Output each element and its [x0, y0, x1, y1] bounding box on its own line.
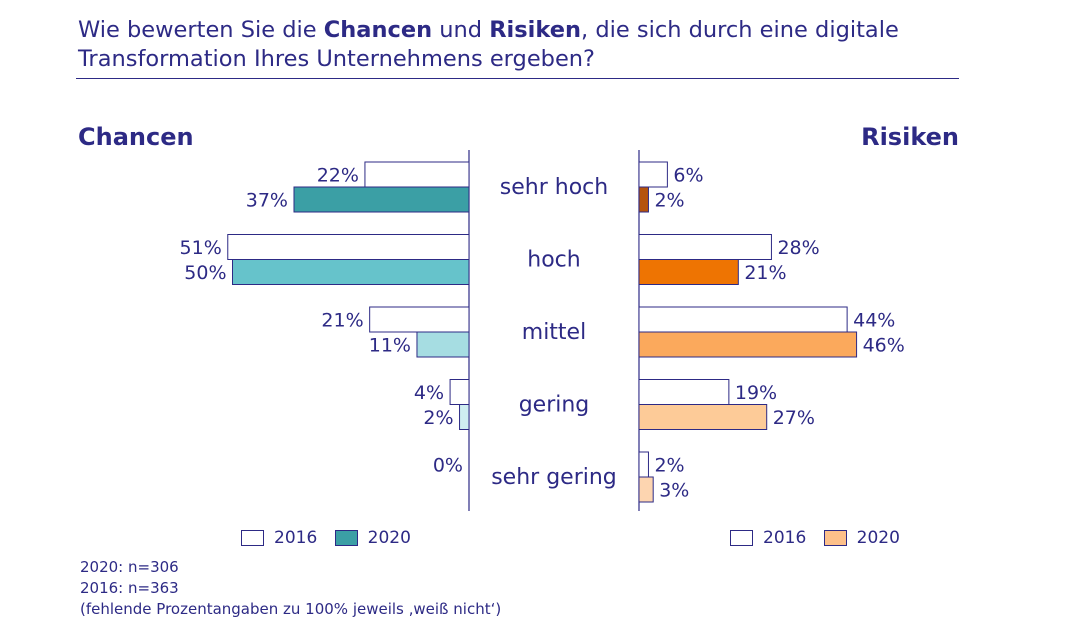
- title-bold-chancen: Chancen: [323, 17, 433, 43]
- legend-swatch-chancen-2016: [241, 530, 264, 546]
- legend-swatch-chancen-2020: [334, 530, 358, 546]
- footnote-n-2020: 2020: n=306: [80, 558, 179, 576]
- value-label-risiken-2020-sehr-gering: 3%: [659, 480, 689, 502]
- legend-item-risiken-2016: 2016: [730, 528, 806, 548]
- legend-label-chancen-2016: 2016: [274, 528, 318, 548]
- bar-chancen-2020-mittel: [416, 331, 470, 358]
- title-bold-risiken: Risiken: [489, 17, 582, 43]
- bar-chancen-2020-gering: [459, 404, 470, 430]
- value-label-chancen-2016-hoch: 51%: [180, 237, 222, 259]
- bar-risiken-2020-hoch: [638, 259, 739, 285]
- legend-label-risiken-2020: 2020: [856, 528, 900, 548]
- value-label-chancen-2016-gering: 4%: [414, 382, 444, 404]
- legend-item-chancen-2016: 2016: [241, 528, 317, 548]
- bar-risiken-2020-gering: [638, 404, 768, 430]
- bar-risiken-2016-hoch: [638, 234, 772, 260]
- legend-label-chancen-2020: 2020: [367, 528, 411, 548]
- bar-risiken-2016-gering: [638, 379, 730, 405]
- bar-risiken-2016-sehr-hoch: [638, 161, 668, 188]
- category-label-mittel: mittel: [522, 320, 586, 345]
- bar-chancen-2020-hoch: [232, 259, 470, 285]
- legend-item-chancen-2020: 2020: [334, 528, 411, 548]
- value-label-risiken-2016-mittel: 44%: [853, 310, 895, 332]
- value-label-risiken-2020-mittel: 46%: [863, 335, 905, 357]
- legend-risiken: 2016 2020: [730, 528, 912, 551]
- title-part-3: , die sich durch eine digitale Transform…: [78, 17, 899, 72]
- panel-title-risiken: Risiken: [861, 123, 959, 151]
- bar-risiken-2020-mittel: [638, 331, 858, 358]
- value-label-chancen-2016-sehr-gering: 0%: [433, 455, 463, 477]
- value-label-chancen-2020-gering: 2%: [423, 407, 453, 429]
- title-part-1: Wie bewerten Sie die: [78, 17, 324, 43]
- bar-risiken-2016-sehr-gering: [638, 451, 649, 478]
- bar-chancen-2016-mittel: [369, 306, 470, 333]
- bar-risiken-2020-sehr-hoch: [638, 186, 649, 213]
- value-label-chancen-2020-hoch: 50%: [184, 262, 226, 284]
- legend-item-risiken-2020: 2020: [823, 528, 900, 548]
- value-label-risiken-2016-sehr-hoch: 6%: [673, 165, 703, 187]
- category-label-sehr-hoch: sehr hoch: [500, 175, 608, 200]
- legend-swatch-risiken-2020: [823, 530, 847, 546]
- bar-chancen-2016-sehr-hoch: [364, 161, 470, 188]
- value-label-risiken-2020-sehr-hoch: 2%: [654, 190, 684, 212]
- bar-chancen-2016-hoch: [227, 234, 470, 260]
- bar-chancen-2020-sehr-hoch: [293, 186, 470, 213]
- category-label-gering: gering: [519, 393, 590, 418]
- value-label-chancen-2016-sehr-hoch: 22%: [317, 165, 359, 187]
- bar-risiken-2020-sehr-gering: [638, 476, 654, 503]
- value-label-chancen-2020-mittel: 11%: [369, 335, 411, 357]
- bar-risiken-2016-mittel: [638, 306, 848, 333]
- footnote-missing-values: (fehlende Prozentangaben zu 100% jeweils…: [80, 600, 502, 618]
- value-label-chancen-2016-mittel: 21%: [321, 310, 363, 332]
- bar-chancen-2016-gering: [449, 379, 470, 405]
- value-label-risiken-2016-hoch: 28%: [777, 237, 819, 259]
- value-label-risiken-2020-hoch: 21%: [744, 262, 786, 284]
- legend-swatch-risiken-2016: [730, 530, 753, 546]
- legend-chancen: 2016 2020: [241, 528, 423, 551]
- panel-title-chancen: Chancen: [78, 123, 194, 151]
- title-part-2: und: [432, 17, 490, 43]
- value-label-risiken-2016-gering: 19%: [735, 382, 777, 404]
- value-label-chancen-2020-sehr-hoch: 37%: [246, 190, 288, 212]
- category-label-sehr-gering: sehr gering: [491, 465, 617, 490]
- value-label-risiken-2016-sehr-gering: 2%: [654, 455, 684, 477]
- value-label-risiken-2020-gering: 27%: [773, 407, 815, 429]
- title-divider: [76, 78, 959, 79]
- category-label-hoch: hoch: [527, 248, 580, 273]
- footnote-n-2016: 2016: n=363: [80, 579, 179, 597]
- chart-title: Wie bewerten Sie die Chancen und Risiken…: [78, 16, 958, 74]
- legend-label-risiken-2016: 2016: [763, 528, 807, 548]
